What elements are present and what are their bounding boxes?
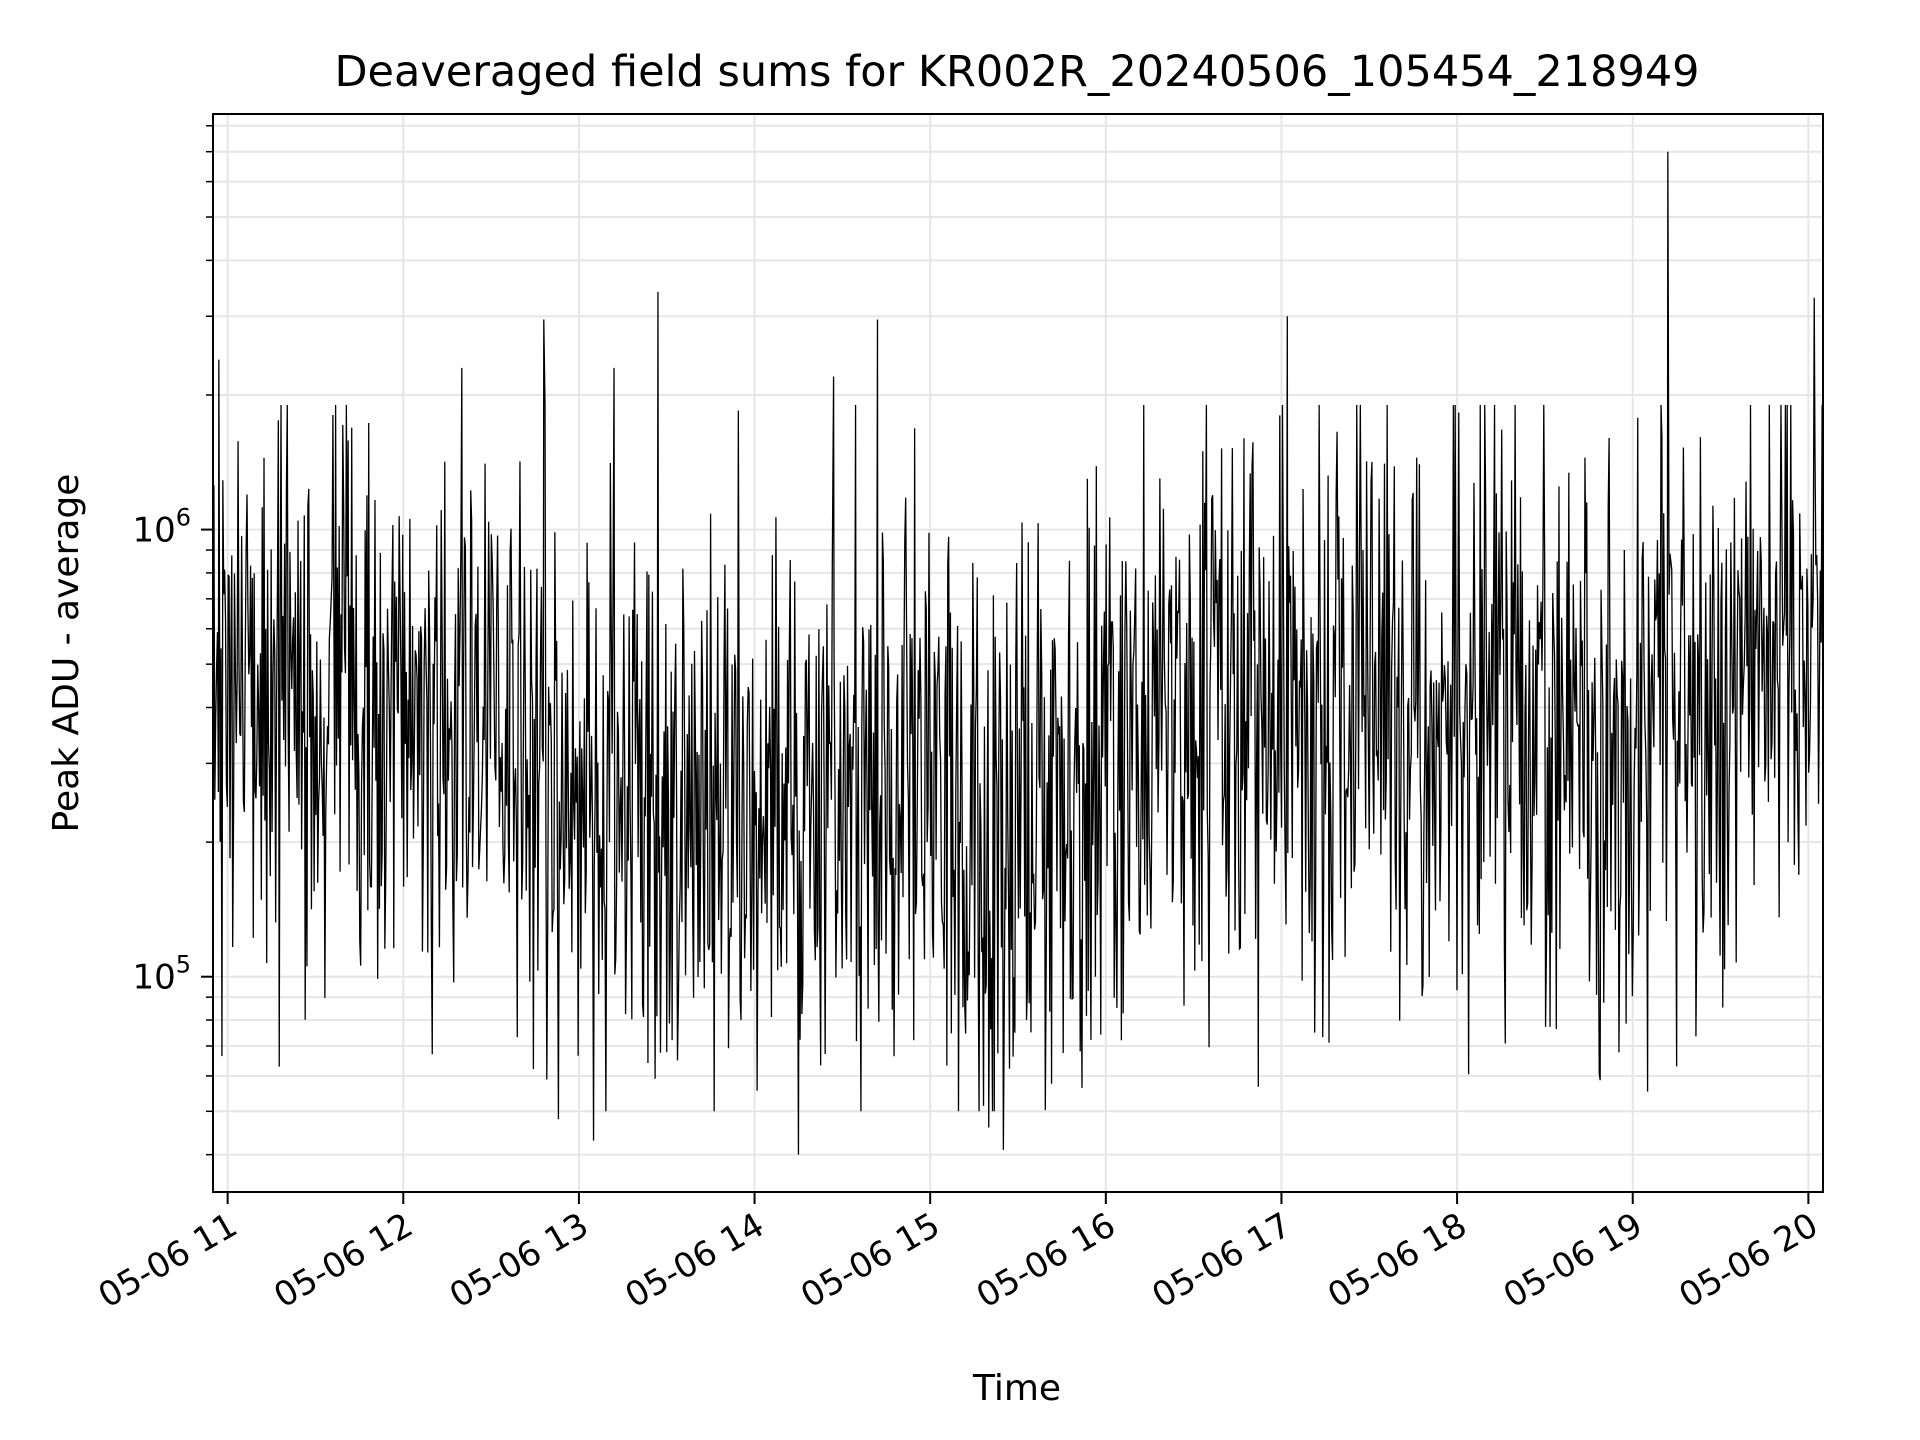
y-tick-label: 105 — [132, 951, 191, 998]
grid — [213, 114, 1823, 1192]
y-axis-label: Peak ADU - average — [46, 474, 87, 833]
y-tick-label: 106 — [132, 504, 191, 551]
chart-title: Deaveraged field sums for KR002R_2024050… — [334, 47, 1699, 97]
x-axis-label: Time — [972, 1368, 1061, 1409]
data-series — [212, 151, 1824, 1155]
plot-frame — [212, 113, 1824, 1193]
series-line — [212, 151, 1824, 1155]
